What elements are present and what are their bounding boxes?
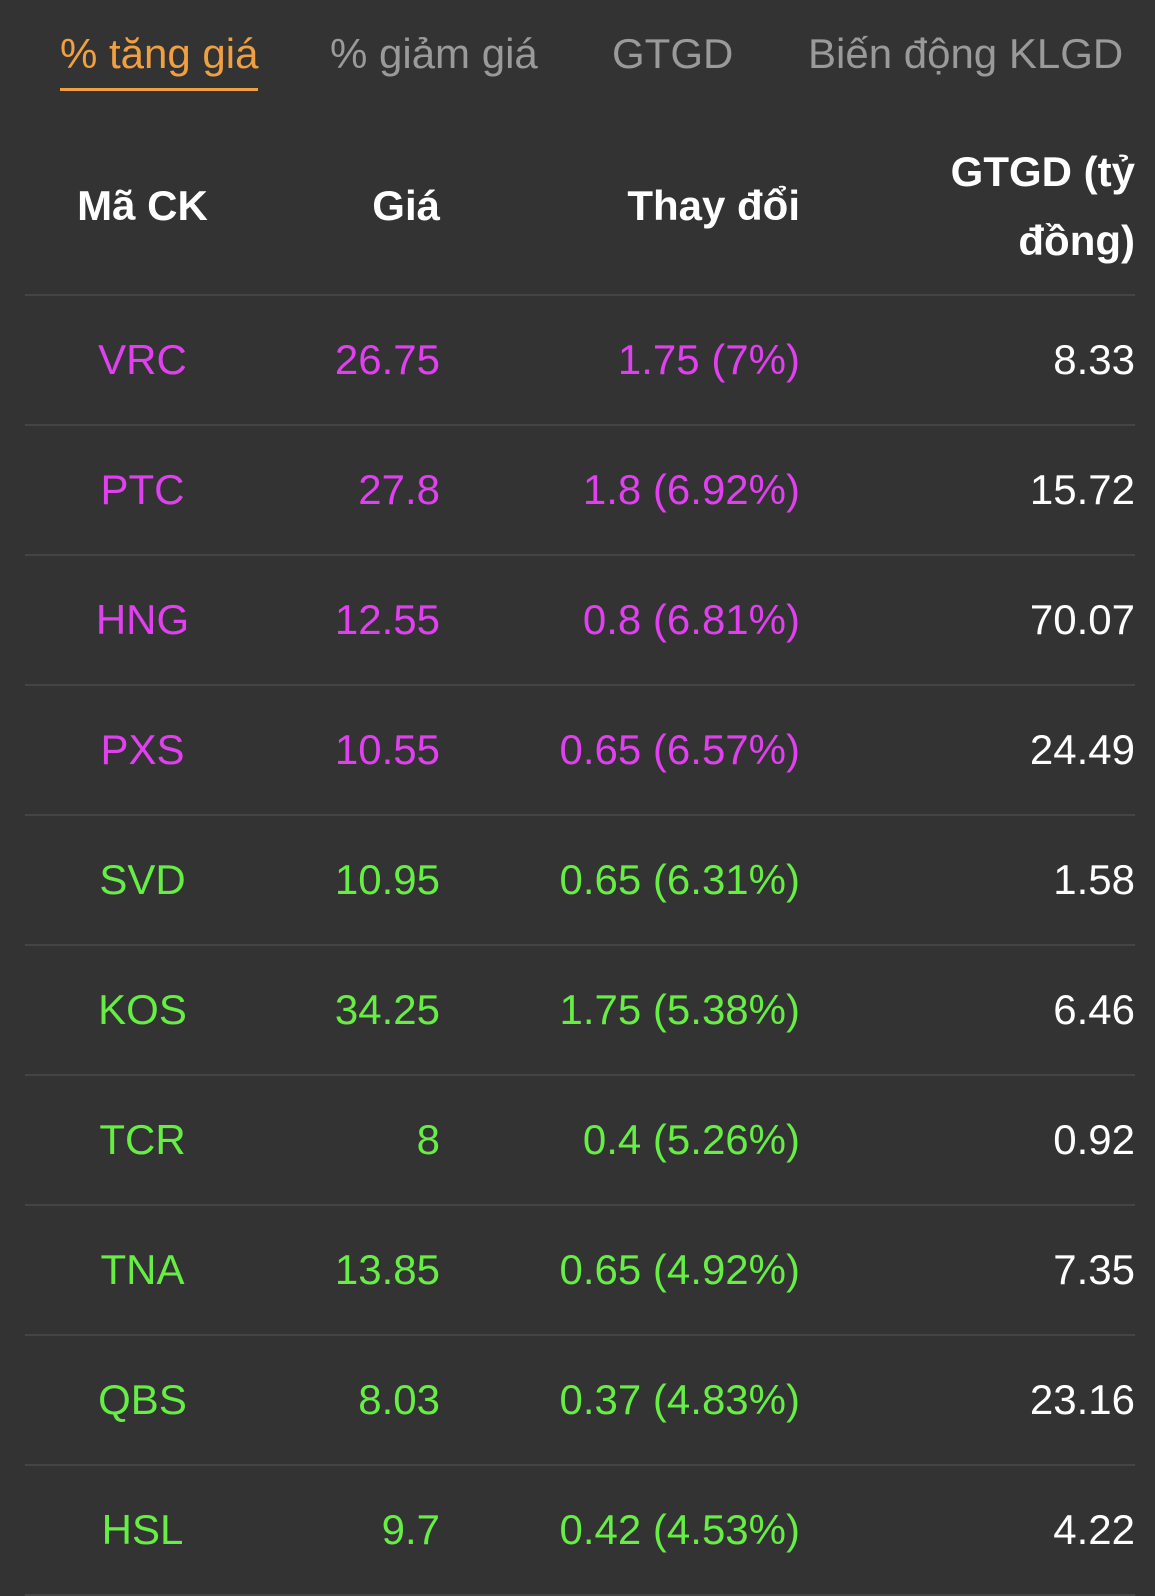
cell-symbol: SVD [99,856,186,903]
cell-change: 0.37 (4.83%) [559,1376,800,1423]
cell-price: 27.8 [358,466,440,513]
table-row[interactable]: HSL 9.7 0.42 (4.53%) 4.22 [25,1465,1135,1595]
cell-price: 10.95 [334,856,440,903]
cell-price: 8 [416,1116,440,1163]
cell-trading-value: 24.49 [1029,726,1135,773]
cell-change: 0.42 (4.53%) [559,1506,800,1553]
table-row[interactable]: HNG 12.55 0.8 (6.81%) 70.07 [25,555,1135,685]
cell-trading-value: 70.07 [1029,596,1135,643]
cell-trading-value: 4.22 [1053,1506,1135,1553]
cell-symbol: TNA [100,1246,185,1293]
cell-symbol: VRC [98,336,187,383]
cell-price: 13.85 [334,1246,440,1293]
header-change: Thay đổi [627,182,800,230]
tab-trading-value[interactable]: GTGD [612,30,734,77]
cell-symbol: HSL [101,1506,184,1553]
cell-price: 34.25 [334,986,440,1033]
tab-bar: % tăng giá % giảm giá GTGD Biến động KLG… [0,0,1155,110]
table-row[interactable]: QBS 8.03 0.37 (4.83%) 23.16 [25,1335,1135,1465]
cell-trading-value: 6.46 [1053,986,1135,1033]
cell-change: 0.65 (6.57%) [559,726,800,773]
cell-trading-value: 23.16 [1029,1376,1135,1423]
tab-percent-decrease[interactable]: % giảm giá [330,30,538,77]
cell-symbol: TCR [99,1116,186,1163]
header-trading-value-line1: GTGD (tỷ [950,147,1135,195]
stock-table: Mã CK Giá Thay đổi GTGD (tỷ đồng) VRC 26… [25,118,1135,1596]
cell-trading-value: 0.92 [1053,1116,1135,1163]
table-row[interactable]: TNA 13.85 0.65 (4.92%) 7.35 [25,1205,1135,1335]
cell-price: 10.55 [334,726,440,773]
cell-symbol: HNG [95,596,190,643]
cell-symbol: PXS [100,726,185,773]
cell-change: 0.65 (4.92%) [559,1246,800,1293]
cell-trading-value: 1.58 [1053,856,1135,903]
table-row[interactable]: PTC 27.8 1.8 (6.92%) 15.72 [25,425,1135,555]
cell-change: 0.4 (5.26%) [582,1116,800,1163]
cell-price: 9.7 [381,1506,440,1553]
cell-price: 26.75 [334,336,440,383]
cell-symbol: PTC [100,466,185,513]
cell-trading-value: 15.72 [1029,466,1135,513]
cell-change: 0.8 (6.81%) [582,596,800,643]
table-row[interactable]: SVD 10.95 0.65 (6.31%) 1.58 [25,815,1135,945]
cell-trading-value: 8.33 [1053,336,1135,383]
header-price: Giá [372,182,440,230]
table-row[interactable]: VRC 26.75 1.75 (7%) 8.33 [25,295,1135,425]
header-trading-value: GTGD (tỷ đồng) [800,118,1135,295]
cell-symbol: KOS [98,986,187,1033]
tab-volume-change[interactable]: Biến động KLGD [808,30,1124,77]
table-body: VRC 26.75 1.75 (7%) 8.33 PTC 27.8 1.8 (6… [25,295,1135,1595]
cell-change: 1.75 (5.38%) [559,986,800,1033]
cell-symbol: QBS [98,1376,187,1423]
tab-percent-increase[interactable]: % tăng giá [60,30,259,91]
table-header: Mã CK Giá Thay đổi GTGD (tỷ đồng) [25,118,1135,295]
table-row[interactable]: KOS 34.25 1.75 (5.38%) 6.46 [25,945,1135,1075]
cell-change: 1.8 (6.92%) [582,466,800,513]
cell-trading-value: 7.35 [1053,1246,1135,1293]
cell-price: 8.03 [358,1376,440,1423]
cell-price: 12.55 [334,596,440,643]
header-trading-value-line2: đồng) [1018,217,1135,264]
header-symbol: Mã CK [77,182,208,230]
table-row[interactable]: TCR 8 0.4 (5.26%) 0.92 [25,1075,1135,1205]
cell-change: 1.75 (7%) [617,336,800,383]
cell-change: 0.65 (6.31%) [559,856,800,903]
table-row[interactable]: PXS 10.55 0.65 (6.57%) 24.49 [25,685,1135,815]
